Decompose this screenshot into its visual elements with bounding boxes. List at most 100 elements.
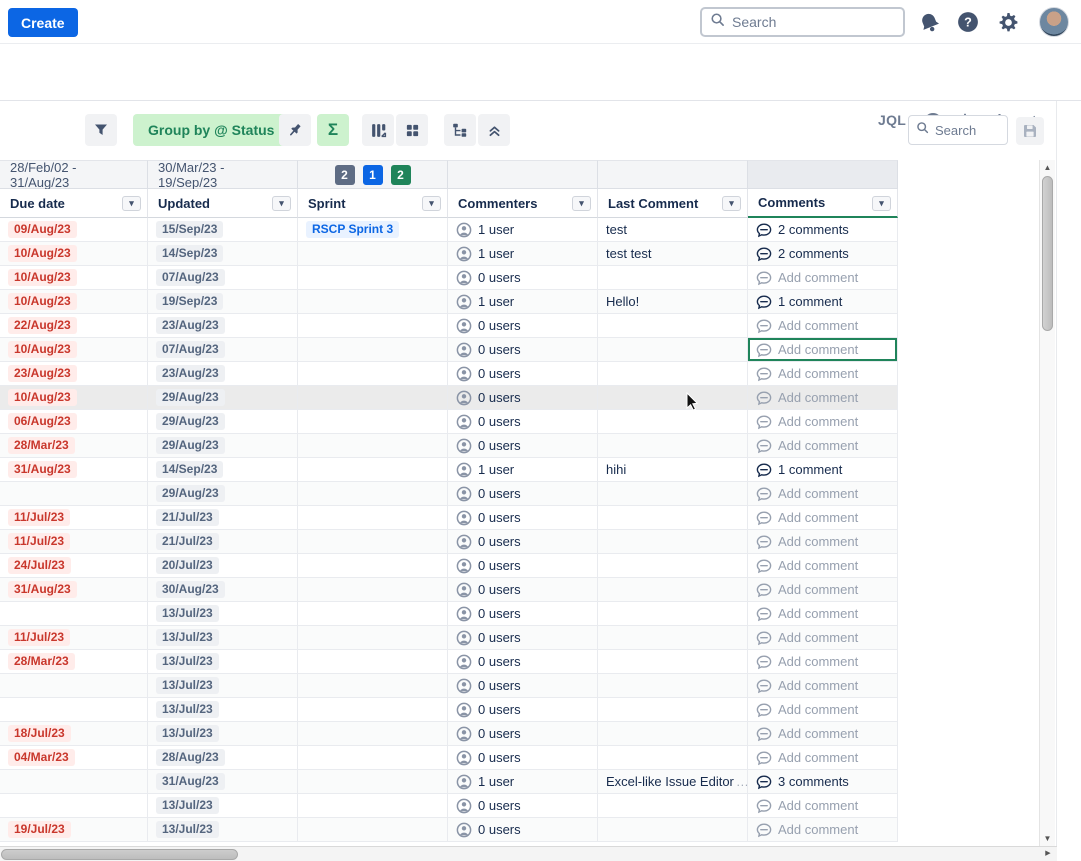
- last-comment-cell[interactable]: [598, 314, 748, 338]
- horizontal-scrollbar-thumb[interactable]: [1, 849, 238, 860]
- last-comment-cell[interactable]: [598, 746, 748, 770]
- comments-cell[interactable]: 1 comment: [748, 290, 898, 314]
- commenters-cell[interactable]: 0 users: [448, 434, 598, 458]
- updated-cell[interactable]: 19/Sep/23: [148, 290, 298, 314]
- last-comment-cell[interactable]: Hello!: [598, 290, 748, 314]
- comments-cell[interactable]: Add comment: [748, 338, 898, 362]
- vertical-scrollbar[interactable]: ▲ ▼: [1039, 160, 1055, 846]
- comments-cell[interactable]: Add comment: [748, 674, 898, 698]
- sprint-cell[interactable]: [298, 794, 448, 818]
- add-comment-placeholder[interactable]: Add comment: [778, 390, 858, 405]
- updated-cell[interactable]: 23/Aug/23: [148, 314, 298, 338]
- commenters-cell[interactable]: 1 user: [448, 290, 598, 314]
- due-date-cell[interactable]: 10/Aug/23: [0, 290, 148, 314]
- column-header-due-date[interactable]: Due date▾: [0, 189, 148, 218]
- scroll-up-arrow[interactable]: ▲: [1040, 160, 1055, 175]
- column-header-comments[interactable]: Comments▾: [748, 189, 898, 218]
- due-date-cell[interactable]: 11/Jul/23: [0, 626, 148, 650]
- commenters-cell[interactable]: 0 users: [448, 578, 598, 602]
- sprint-cell[interactable]: [298, 482, 448, 506]
- comments-cell[interactable]: Add comment: [748, 434, 898, 458]
- commenters-cell[interactable]: 0 users: [448, 794, 598, 818]
- add-comment-placeholder[interactable]: Add comment: [778, 798, 858, 813]
- due-date-cell[interactable]: 28/Mar/23: [0, 650, 148, 674]
- add-comment-placeholder[interactable]: Add comment: [778, 342, 858, 357]
- sprint-cell[interactable]: [298, 578, 448, 602]
- column-filter-dropdown[interactable]: ▾: [272, 196, 291, 211]
- column-filter-dropdown[interactable]: ▾: [722, 196, 741, 211]
- sprint-cell[interactable]: [298, 458, 448, 482]
- add-comment-placeholder[interactable]: Add comment: [778, 822, 858, 837]
- due-date-cell[interactable]: 22/Aug/23: [0, 314, 148, 338]
- due-date-cell[interactable]: 10/Aug/23: [0, 242, 148, 266]
- add-comment-placeholder[interactable]: Add comment: [778, 486, 858, 501]
- sprint-cell[interactable]: [298, 650, 448, 674]
- column-filter-dropdown[interactable]: ▾: [422, 196, 441, 211]
- global-search-input[interactable]: [732, 14, 882, 30]
- column-filter-dropdown[interactable]: ▾: [872, 196, 891, 211]
- comments-cell[interactable]: Add comment: [748, 626, 898, 650]
- due-date-cell[interactable]: 10/Aug/23: [0, 266, 148, 290]
- last-comment-cell[interactable]: [598, 602, 748, 626]
- column-filter-dropdown[interactable]: ▾: [122, 196, 141, 211]
- commenters-cell[interactable]: 0 users: [448, 506, 598, 530]
- commenters-cell[interactable]: 1 user: [448, 458, 598, 482]
- comments-cell[interactable]: 2 comments: [748, 242, 898, 266]
- comments-cell[interactable]: 3 comments: [748, 770, 898, 794]
- sprint-cell[interactable]: [298, 290, 448, 314]
- comments-cell[interactable]: Add comment: [748, 794, 898, 818]
- due-date-cell[interactable]: 28/Mar/23: [0, 434, 148, 458]
- last-comment-cell[interactable]: [598, 650, 748, 674]
- commenters-cell[interactable]: 0 users: [448, 266, 598, 290]
- add-comment-placeholder[interactable]: Add comment: [778, 702, 858, 717]
- last-comment-cell[interactable]: [598, 818, 748, 842]
- horizontal-scrollbar[interactable]: ▶: [0, 846, 1057, 861]
- sprint-cell[interactable]: [298, 386, 448, 410]
- commenters-cell[interactable]: 0 users: [448, 386, 598, 410]
- comments-cell[interactable]: Add comment: [748, 722, 898, 746]
- comments-count[interactable]: 2 comments: [778, 222, 849, 237]
- comments-cell[interactable]: Add comment: [748, 746, 898, 770]
- comments-count[interactable]: 1 comment: [778, 462, 842, 477]
- sprint-cell[interactable]: [298, 266, 448, 290]
- add-comment-placeholder[interactable]: Add comment: [778, 270, 858, 285]
- sprint-cell[interactable]: [298, 698, 448, 722]
- updated-cell[interactable]: 30/Aug/23: [148, 578, 298, 602]
- comments-cell[interactable]: Add comment: [748, 578, 898, 602]
- commenters-cell[interactable]: 0 users: [448, 650, 598, 674]
- last-comment-cell[interactable]: [598, 266, 748, 290]
- last-comment-cell[interactable]: [598, 482, 748, 506]
- save-view-button[interactable]: [1016, 117, 1044, 145]
- last-comment-cell[interactable]: [598, 578, 748, 602]
- comments-cell[interactable]: Add comment: [748, 818, 898, 842]
- user-avatar[interactable]: [1039, 7, 1069, 37]
- last-comment-cell[interactable]: [598, 674, 748, 698]
- due-date-cell[interactable]: 19/Jul/23: [0, 818, 148, 842]
- add-comment-placeholder[interactable]: Add comment: [778, 366, 858, 381]
- comments-cell[interactable]: 2 comments: [748, 218, 898, 242]
- last-comment-cell[interactable]: [598, 362, 748, 386]
- commenters-cell[interactable]: 0 users: [448, 314, 598, 338]
- commenters-cell[interactable]: 0 users: [448, 626, 598, 650]
- last-comment-cell[interactable]: [598, 554, 748, 578]
- sprint-tag[interactable]: RSCP Sprint 3: [306, 221, 399, 238]
- due-date-cell[interactable]: 04/Mar/23: [0, 746, 148, 770]
- commenters-cell[interactable]: 0 users: [448, 338, 598, 362]
- hierarchy-button[interactable]: [444, 114, 476, 146]
- sprint-cell[interactable]: [298, 554, 448, 578]
- comments-count[interactable]: 2 comments: [778, 246, 849, 261]
- sprint-cell[interactable]: [298, 362, 448, 386]
- commenters-cell[interactable]: 0 users: [448, 698, 598, 722]
- commenters-cell[interactable]: 0 users: [448, 530, 598, 554]
- settings-gear-icon[interactable]: [995, 9, 1021, 35]
- create-button[interactable]: Create: [8, 8, 78, 37]
- due-date-cell[interactable]: 31/Aug/23: [0, 578, 148, 602]
- due-date-cell[interactable]: 18/Jul/23: [0, 722, 148, 746]
- due-date-cell[interactable]: [0, 482, 148, 506]
- sprint-cell[interactable]: [298, 410, 448, 434]
- due-date-cell[interactable]: 10/Aug/23: [0, 338, 148, 362]
- commenters-cell[interactable]: 1 user: [448, 218, 598, 242]
- comments-cell[interactable]: Add comment: [748, 362, 898, 386]
- jql-link[interactable]: JQL: [878, 112, 906, 128]
- updated-cell[interactable]: 07/Aug/23: [148, 266, 298, 290]
